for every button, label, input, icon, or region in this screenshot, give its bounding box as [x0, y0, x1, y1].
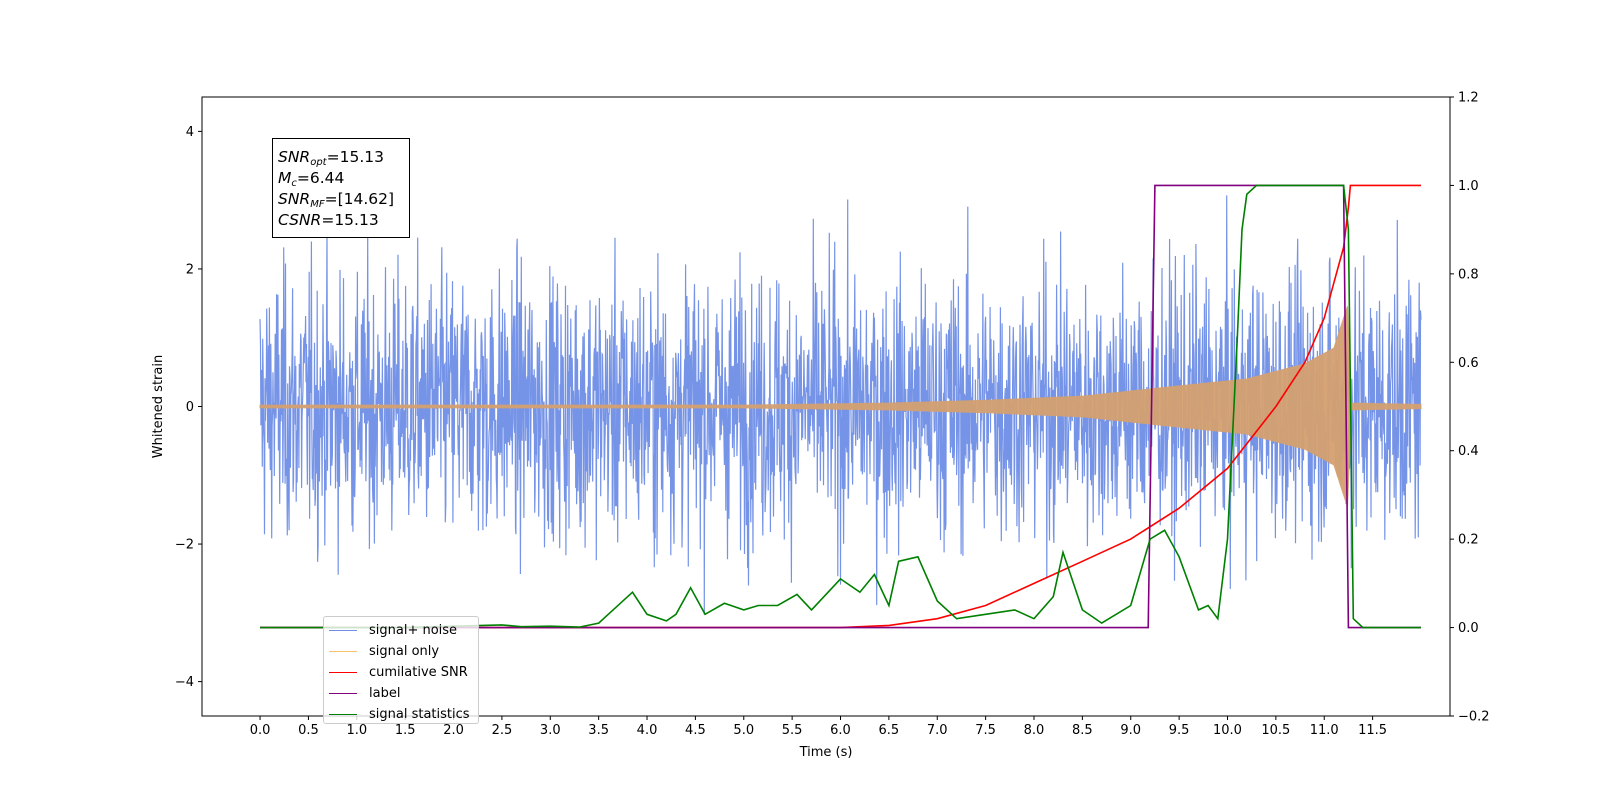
x-tick-label: 2.0 [443, 723, 464, 738]
legend-item: signal only [324, 641, 478, 662]
y2-tick-label: 0.8 [1458, 267, 1479, 282]
info-line-csnr: CSNR=15.13 [278, 211, 379, 229]
x-tick-label: 9.0 [1120, 723, 1141, 738]
legend-label: signal statistics [369, 707, 470, 722]
x-tick-label: 1.0 [346, 723, 367, 738]
x-tick-label: 7.5 [975, 723, 996, 738]
x-tick-label: 6.0 [830, 723, 851, 738]
x-tick-label: 3.0 [540, 723, 561, 738]
y2-tick-label: 0.4 [1458, 444, 1479, 459]
y2-tick-label: 1.0 [1458, 179, 1479, 194]
legend-label: label [369, 686, 401, 701]
legend-swatch [329, 714, 357, 715]
x-tick-label: 5.0 [733, 723, 754, 738]
series-signal-only [259, 306, 1422, 507]
y-tick-label: 0 [186, 400, 194, 415]
x-tick-label: 11.0 [1310, 723, 1339, 738]
legend-item: label [324, 683, 478, 704]
info-line-snr-mf: SNRMF=[14.62] [278, 190, 395, 210]
x-tick-label: 4.0 [637, 723, 658, 738]
y-axis-label: Whitened strain [151, 355, 166, 458]
x-axis-label: Time (s) [799, 745, 853, 760]
y2-tick-label: 0.2 [1458, 533, 1479, 548]
legend-swatch [329, 693, 357, 694]
x-tick-label: 4.5 [685, 723, 706, 738]
info-box: SNRopt=15.13 Mc=6.44 SNRMF=[14.62] CSNR=… [272, 138, 410, 238]
x-tick-label: 1.5 [395, 723, 416, 738]
y-tick-label: 4 [186, 125, 194, 140]
x-tick-label: 7.0 [927, 723, 948, 738]
x-tick-label: 5.5 [782, 723, 803, 738]
x-tick-label: 8.0 [1024, 723, 1045, 738]
series-signal-statistics [260, 184, 1421, 629]
y2-tick-label: 0.0 [1458, 621, 1479, 636]
x-tick-label: 10.5 [1261, 723, 1290, 738]
legend-item: cumilative SNR [324, 662, 478, 683]
x-tick-label: 6.5 [879, 723, 900, 738]
series-cumulative-snr [260, 184, 1421, 629]
x-tick-label: 10.0 [1213, 723, 1242, 738]
legend-item: signal+ noise [324, 620, 478, 641]
y2-tick-label: 0.6 [1458, 356, 1479, 371]
series-label [260, 184, 1421, 629]
legend-label: signal only [369, 644, 440, 659]
legend-label: cumilative SNR [369, 665, 468, 680]
x-tick-label: 9.5 [1169, 723, 1190, 738]
legend-swatch [329, 630, 357, 631]
x-tick-label: 3.5 [588, 723, 609, 738]
y-tick-label: −4 [175, 675, 194, 690]
info-line-chirp-mass: Mc=6.44 [278, 169, 345, 189]
y-tick-label: −2 [175, 538, 194, 553]
legend: signal+ noise signal only cumilative SNR… [323, 616, 479, 724]
x-tick-label: 11.5 [1358, 723, 1387, 738]
x-tick-label: 8.5 [1072, 723, 1093, 738]
legend-swatch [329, 651, 357, 652]
legend-item: signal statistics [324, 704, 478, 725]
x-tick-label: 2.5 [492, 723, 513, 738]
x-tick-label: 0.0 [250, 723, 271, 738]
x-tick-label: 0.5 [298, 723, 319, 738]
legend-swatch [329, 672, 357, 673]
y2-tick-label: 1.2 [1458, 91, 1479, 106]
legend-label: signal+ noise [369, 623, 458, 638]
y-tick-label: 2 [186, 262, 194, 277]
info-line-snr-opt: SNRopt=15.13 [278, 148, 384, 168]
y2-tick-label: −0.2 [1458, 710, 1490, 725]
